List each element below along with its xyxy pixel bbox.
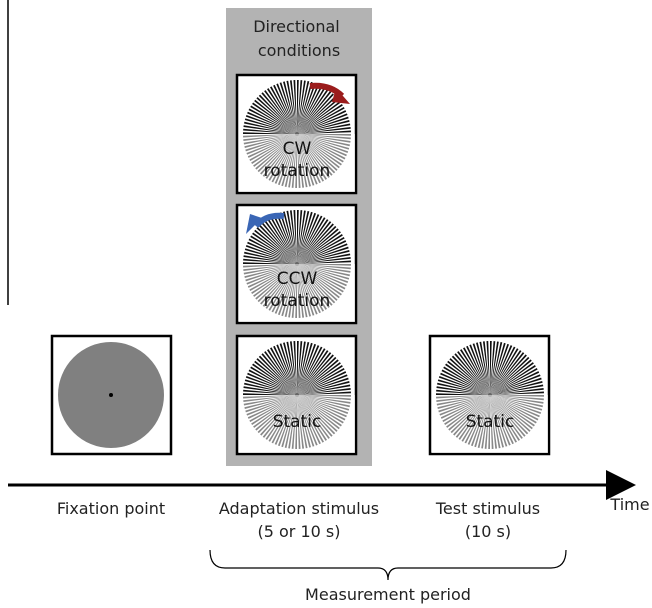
label-line: rotation xyxy=(264,291,331,311)
bracket-label: Measurement period xyxy=(305,585,471,604)
label-line: (5 or 10 s) xyxy=(258,522,341,541)
label-line: Test stimulus xyxy=(435,499,540,518)
stage-label: Fixation point xyxy=(57,499,165,518)
fixation-dot xyxy=(109,393,113,397)
stage-label: Test stimulus (10 s) xyxy=(435,499,540,541)
label-line: (10 s) xyxy=(465,522,511,541)
label-line: CW xyxy=(283,139,312,159)
label-line: Static xyxy=(466,412,515,432)
label-line: Adaptation stimulus xyxy=(219,499,379,518)
stage-labels: Fixation point Adaptation stimulus (5 or 1… xyxy=(57,499,540,541)
bracket xyxy=(210,550,566,580)
label-line: Fixation point xyxy=(57,499,165,518)
label-line: CCW xyxy=(277,269,318,289)
stage-label: Adaptation stimulus (5 or 10 s) xyxy=(219,499,379,541)
label-line: rotation xyxy=(264,161,331,181)
axis-label: Time xyxy=(609,495,649,514)
panel-label: Static xyxy=(466,412,515,432)
panels: CWrotationCCWrotationStaticStatic xyxy=(52,75,549,454)
title-line: Directional xyxy=(253,17,340,36)
label-line: Static xyxy=(273,412,322,432)
diagram: Directional conditions CWrotationCCWrota… xyxy=(0,0,652,608)
panel-label: Static xyxy=(273,412,322,432)
title-line: conditions xyxy=(258,41,340,60)
